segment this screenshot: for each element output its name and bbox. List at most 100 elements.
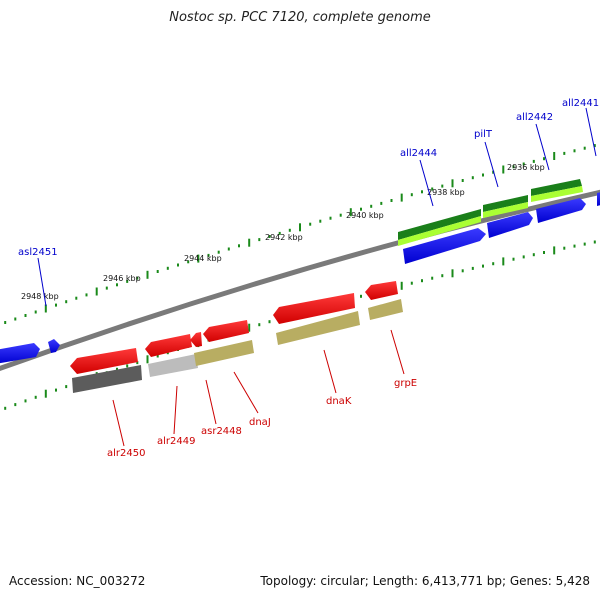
minor-tick	[136, 361, 139, 365]
gene-arrow	[403, 228, 486, 264]
cds-band	[483, 195, 528, 212]
minor-tick	[319, 219, 322, 223]
minor-tick	[563, 246, 566, 250]
minor-tick	[461, 179, 464, 182]
cds-band	[483, 202, 528, 218]
cds-band	[276, 311, 360, 345]
cds-band	[531, 186, 583, 202]
gene-arrow	[48, 339, 60, 353]
minor-tick	[431, 187, 434, 191]
scale-label: 2946 kbp	[103, 274, 141, 283]
minor-tick	[441, 274, 444, 278]
minor-tick	[593, 144, 596, 148]
major-tick	[248, 323, 251, 332]
genome-summary-text: Topology: circular; Length: 6,413,771 bp…	[260, 574, 590, 588]
minor-tick	[543, 157, 545, 161]
minor-tick	[187, 260, 190, 264]
minor-tick	[370, 204, 373, 208]
cds-band	[148, 354, 198, 377]
minor-tick	[268, 320, 271, 324]
major-tick	[553, 152, 556, 160]
minor-tick	[24, 399, 27, 403]
minor-tick	[227, 247, 230, 251]
major-tick	[502, 257, 505, 266]
cds-band	[398, 216, 481, 246]
minor-tick	[573, 244, 576, 248]
minor-tick	[166, 266, 169, 270]
gene-arrow	[190, 332, 202, 347]
minor-tick	[4, 321, 7, 324]
minor-tick	[410, 281, 413, 285]
minor-tick	[309, 222, 312, 226]
minor-tick	[543, 251, 545, 254]
gene-arrow	[203, 320, 249, 342]
minor-tick	[522, 162, 525, 166]
minor-tick	[512, 257, 515, 261]
minor-tick	[482, 264, 484, 268]
major-tick	[400, 281, 403, 290]
minor-tick	[14, 403, 17, 407]
minor-tick	[532, 253, 535, 257]
minor-tick	[360, 207, 362, 211]
minor-tick	[116, 367, 118, 371]
cds-band	[194, 340, 254, 366]
minor-tick	[177, 263, 179, 267]
major-tick	[248, 238, 251, 247]
minor-tick	[207, 253, 210, 257]
minor-tick	[34, 395, 37, 399]
minor-tick	[278, 231, 281, 235]
major-tick	[44, 389, 47, 398]
minor-tick	[492, 262, 495, 266]
cds-band	[531, 179, 582, 196]
gene-arrow	[273, 293, 355, 324]
major-tick	[197, 254, 200, 263]
minor-tick	[471, 266, 474, 270]
minor-tick	[421, 190, 423, 194]
minor-tick	[583, 242, 586, 246]
minor-tick	[105, 286, 108, 290]
reverse-features	[70, 281, 403, 393]
scale-label: 2948 kbp	[21, 292, 59, 301]
minor-tick	[116, 283, 118, 287]
forward-gene-labels: asl2451 all2444 pilT all2442 all2441	[18, 98, 599, 307]
minor-tick	[55, 388, 57, 392]
minor-tick	[390, 199, 393, 202]
minor-tick	[24, 314, 27, 317]
minor-tick	[34, 310, 37, 314]
minor-tick	[14, 317, 17, 321]
minor-tick	[482, 173, 484, 177]
gene-label-asl2451: asl2451	[18, 247, 58, 258]
minor-tick	[431, 276, 434, 280]
gene-label-asr2448: asr2448	[201, 426, 242, 437]
major-tick	[146, 355, 149, 364]
gene-label-pilT: pilT	[474, 129, 493, 140]
minor-tick	[471, 176, 474, 180]
gene-label-dnaJ: dnaJ	[249, 417, 271, 428]
gene-label-alr2450: alr2450	[107, 448, 145, 459]
minor-tick	[136, 276, 139, 280]
accession-text: Accession: NC_003272	[9, 574, 146, 588]
minor-tick	[55, 303, 57, 307]
minor-tick	[410, 193, 413, 197]
major-tick	[502, 165, 505, 174]
minor-tick	[441, 184, 444, 188]
outer-tick-ring	[4, 144, 596, 324]
minor-tick	[85, 293, 88, 297]
gene-arrow	[0, 343, 40, 364]
gene-arrow	[487, 212, 533, 238]
minor-tick	[65, 300, 68, 304]
minor-tick	[75, 296, 78, 300]
minor-tick	[522, 255, 525, 259]
major-tick	[553, 246, 556, 255]
minor-tick	[288, 228, 291, 232]
gene-label-all2441: all2441	[562, 98, 599, 109]
minor-tick	[563, 151, 566, 155]
gene-arrow	[597, 192, 600, 206]
minor-tick	[573, 149, 576, 153]
scale-label: 2938 kbp	[427, 188, 465, 197]
minor-tick	[583, 146, 586, 150]
major-tick	[146, 270, 149, 279]
minor-tick	[512, 165, 515, 169]
minor-tick	[217, 250, 220, 254]
cds-band	[368, 299, 403, 320]
